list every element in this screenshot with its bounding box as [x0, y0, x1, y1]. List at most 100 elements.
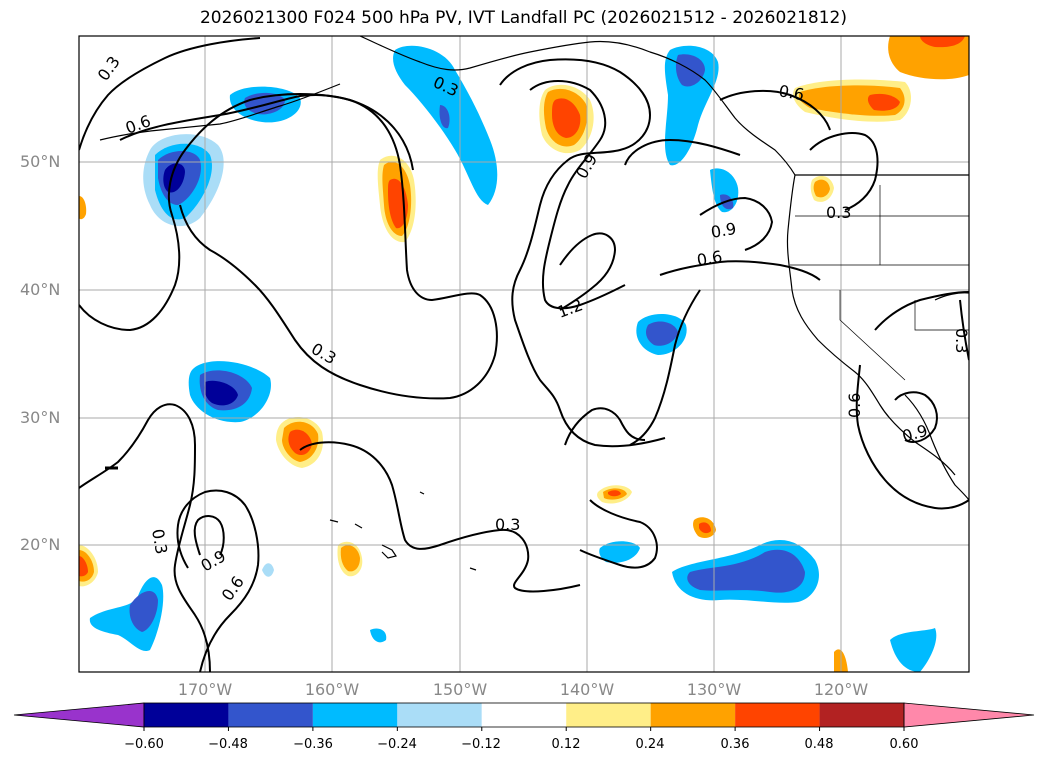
colorbar-swatch [819, 703, 904, 727]
pv-positive-core [608, 490, 621, 497]
colorbar-swatch [228, 703, 313, 727]
colorbar-extend-low [13, 702, 145, 728]
lon-label: 150°W [432, 680, 488, 699]
pv-positive-core [552, 98, 581, 138]
colorbar [13, 702, 1035, 731]
colorbar-tick-label: −0.60 [124, 737, 164, 752]
colorbar-swatch [650, 703, 736, 727]
contour-0.3-central [499, 58, 666, 448]
lat-label: 30°N [20, 408, 61, 427]
contour-0.6-baja [874, 291, 969, 331]
baja-peninsula [904, 394, 969, 501]
colorbar-tick-label: −0.12 [461, 737, 501, 752]
colorbar-outline [143, 702, 905, 728]
colorbar-extend-high [903, 702, 1035, 728]
contour-0.3-east [629, 289, 701, 446]
colorbar-tick-label: −0.48 [208, 737, 248, 752]
pv-positive-cluster [813, 179, 830, 198]
contour-0.3-mex [959, 299, 969, 361]
pv-negative-cluster [599, 541, 640, 563]
pv-positive-core [867, 93, 900, 111]
lon-label: 120°W [813, 680, 869, 699]
lat-label: 40°N [20, 280, 61, 299]
contour-0.3-se [299, 441, 581, 593]
colorbar-tick-label: 0.36 [720, 737, 750, 752]
colorbar-tick-label: −0.24 [377, 737, 417, 752]
colorbar-swatch [312, 703, 398, 727]
pv-negative-core [163, 163, 185, 193]
lon-label: 140°W [559, 680, 615, 699]
pv-negative-streak [439, 105, 450, 129]
us-west-coast [786, 174, 956, 476]
colorbar-tick-label: 0.24 [635, 737, 665, 752]
state-border [839, 290, 906, 381]
contour-0.9-south [193, 515, 225, 556]
pv-positive-cluster [79, 196, 87, 220]
coastlines [99, 36, 969, 571]
contour-0.6-south [176, 489, 260, 672]
contour-0.3-north [79, 37, 261, 151]
pv-negative-cluster [687, 549, 805, 593]
colorbar-tick-label: 0.48 [804, 737, 834, 752]
pv-negative-cluster [890, 628, 937, 672]
map-content: 0.3 0.6 0.3 0.3 0.9 1.2 0.9 0.6 0.6 0.3 … [79, 36, 971, 672]
ivt-contours [79, 37, 969, 672]
island [419, 491, 425, 495]
pv-positive-cluster [340, 545, 360, 572]
hawaii [329, 519, 397, 559]
pv-negative-cluster [646, 321, 678, 346]
colorbar-tick-label: 0.60 [889, 737, 919, 752]
contour-0.6-main [119, 94, 414, 171]
pv-shading [79, 36, 969, 672]
graticule [79, 36, 969, 672]
colorbar-tick-label: −0.36 [293, 737, 333, 752]
contour-0.3-se3 [579, 499, 658, 569]
map-frame [78, 35, 970, 673]
pv-positive-core [79, 556, 88, 577]
contour-0.3-ne [809, 132, 879, 211]
contour-label: 0.3 [952, 328, 971, 353]
map-background [79, 36, 969, 672]
lon-label: 130°W [686, 680, 742, 699]
colorbar-swatch [566, 703, 651, 727]
contour-label: 0.9 [709, 219, 737, 242]
contour-0.9-east [699, 196, 774, 251]
contour-0.9-loop [624, 138, 741, 166]
contour-label: 0.3 [826, 203, 851, 222]
contour-0.3-se2 [564, 407, 646, 446]
colorbar-swatch [397, 703, 482, 727]
colorbar-tick-label: 0.12 [551, 737, 581, 752]
aleutian-islands [99, 83, 341, 141]
contour-0.6-ne [719, 89, 831, 131]
state-border [914, 300, 969, 331]
contour-0.9-central [529, 80, 626, 310]
contour-label: 0.6 [695, 247, 723, 270]
pv-negative-cluster [262, 563, 274, 577]
contour-0.6-east [659, 260, 821, 281]
contour-1.2 [559, 232, 617, 311]
pv-negative-cluster [370, 628, 387, 643]
contour-0.6-baja2 [855, 364, 969, 510]
contour-0.3-south [79, 403, 211, 672]
colorbar-swatch [481, 703, 567, 727]
lon-label: 160°W [304, 680, 360, 699]
lon-label: 170°W [177, 680, 233, 699]
contour-label: 0.3 [148, 527, 171, 555]
pv-negative-cluster [129, 590, 158, 632]
contour-label: 0.6 [777, 81, 805, 104]
contour-0.9-baja [894, 391, 938, 443]
colorbar-swatch [735, 703, 820, 727]
pv-positive-core [920, 36, 965, 48]
contour-label: 0.6 [845, 393, 864, 418]
pv-positive-core [288, 429, 312, 456]
pv-positive-cluster [888, 36, 969, 80]
alaska-coast [359, 36, 796, 176]
contour-label: 0.3 [495, 515, 520, 534]
lat-label: 20°N [20, 535, 61, 554]
pv-positive-core [699, 522, 711, 534]
colorbar-swatch [144, 703, 229, 727]
figure-title: 2026021300 F024 500 hPa PV, IVT Landfall… [199, 8, 847, 28]
lat-label: 50°N [20, 152, 61, 171]
contour-0.3-main [79, 93, 498, 400]
